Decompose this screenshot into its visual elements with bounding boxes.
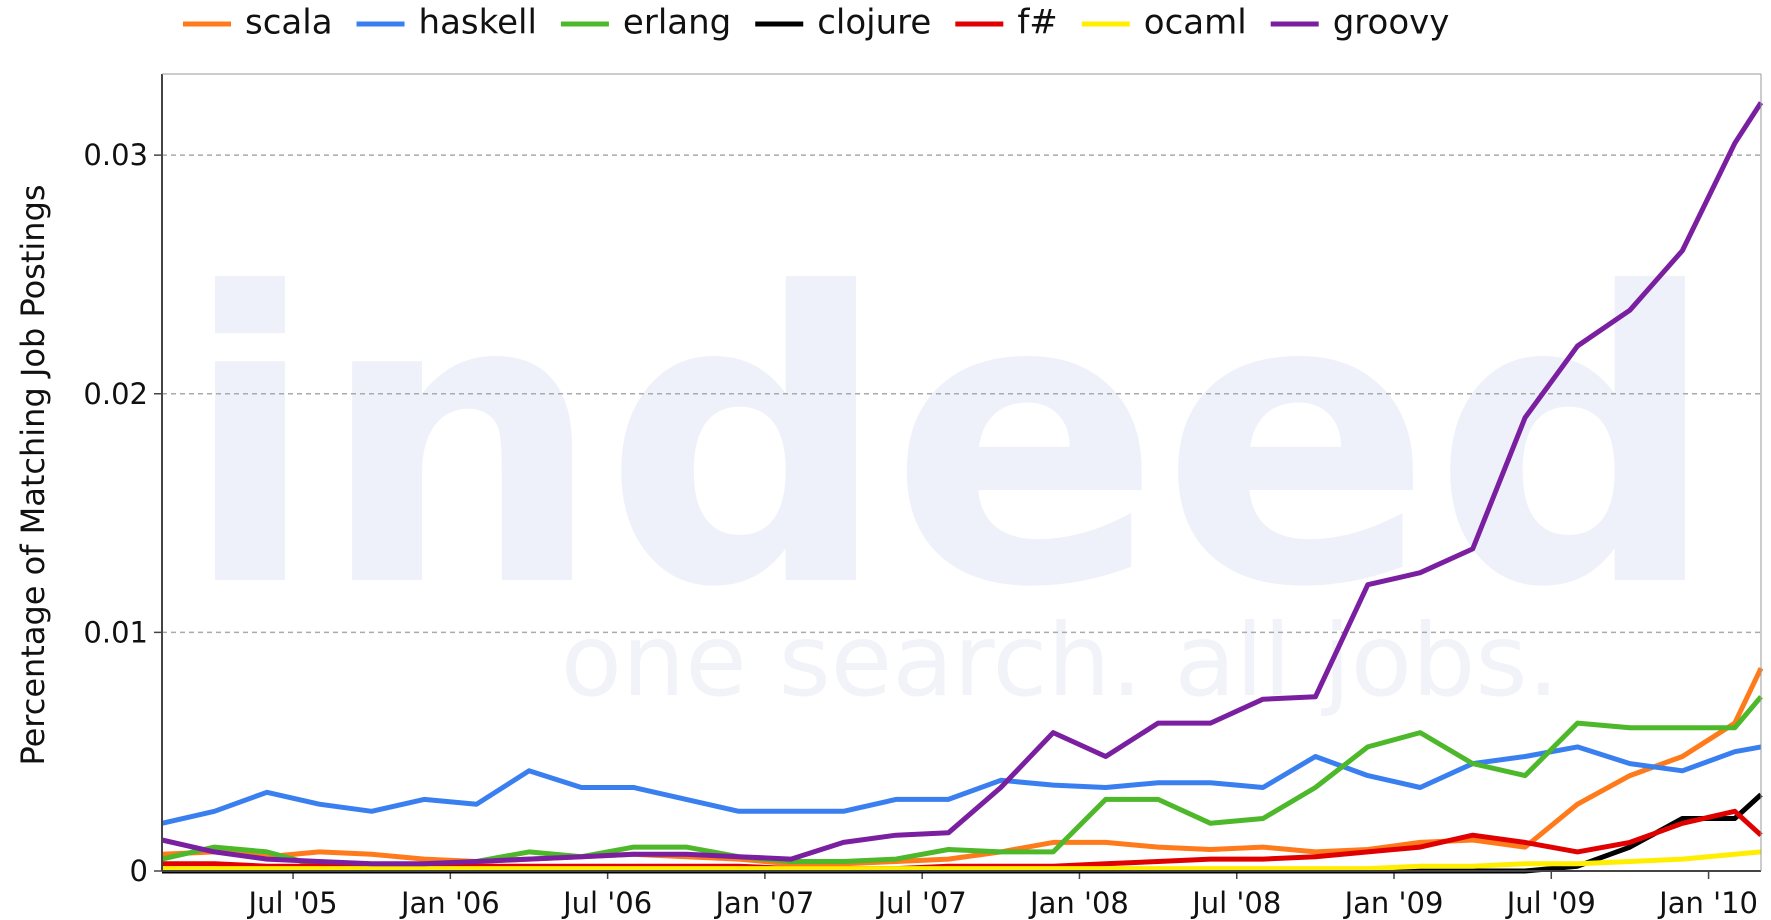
series-line <box>162 849 1762 872</box>
x-tick-label: Jul '08 <box>1190 886 1281 920</box>
y-tick-label: 0.03 <box>83 138 148 172</box>
series-line <box>161 667 1764 867</box>
x-tick-label: Jan '09 <box>1343 886 1444 920</box>
series-line <box>161 744 1762 826</box>
watermark-tagline: one search. all jobs. <box>561 602 1560 719</box>
x-tick-label: Jan '06 <box>399 886 500 920</box>
legend-label: groovy <box>1333 3 1450 43</box>
series-line <box>161 101 1764 867</box>
legend-label: ocaml <box>1144 3 1247 43</box>
legend-label: clojure <box>817 3 931 43</box>
legend-label: scala <box>245 3 333 43</box>
y-tick-label: 0.02 <box>83 377 148 411</box>
y-tick-label: 0 <box>130 854 148 888</box>
legend-label: haskell <box>419 3 537 43</box>
y-tick-label: 0.01 <box>83 615 148 649</box>
watermark: indeed <box>181 210 1718 675</box>
legend-label: f# <box>1017 3 1057 43</box>
legend: scala haskell erlang clojure f# ocaml groovy <box>183 3 1449 43</box>
x-tick-label: Jan '07 <box>714 886 815 920</box>
legend-label: erlang <box>623 3 731 43</box>
x-tick-label: Jul '06 <box>561 886 652 920</box>
x-tick-label: Jul '07 <box>876 886 967 920</box>
x-tick-label: Jan '08 <box>1028 886 1129 920</box>
x-tick-label: Jul '05 <box>247 886 338 920</box>
x-tick-label: Jul '09 <box>1505 886 1596 920</box>
y-axis-label: Percentage of Matching Job Postings <box>14 184 52 765</box>
x-tick-label: Jan '10 <box>1657 886 1758 920</box>
